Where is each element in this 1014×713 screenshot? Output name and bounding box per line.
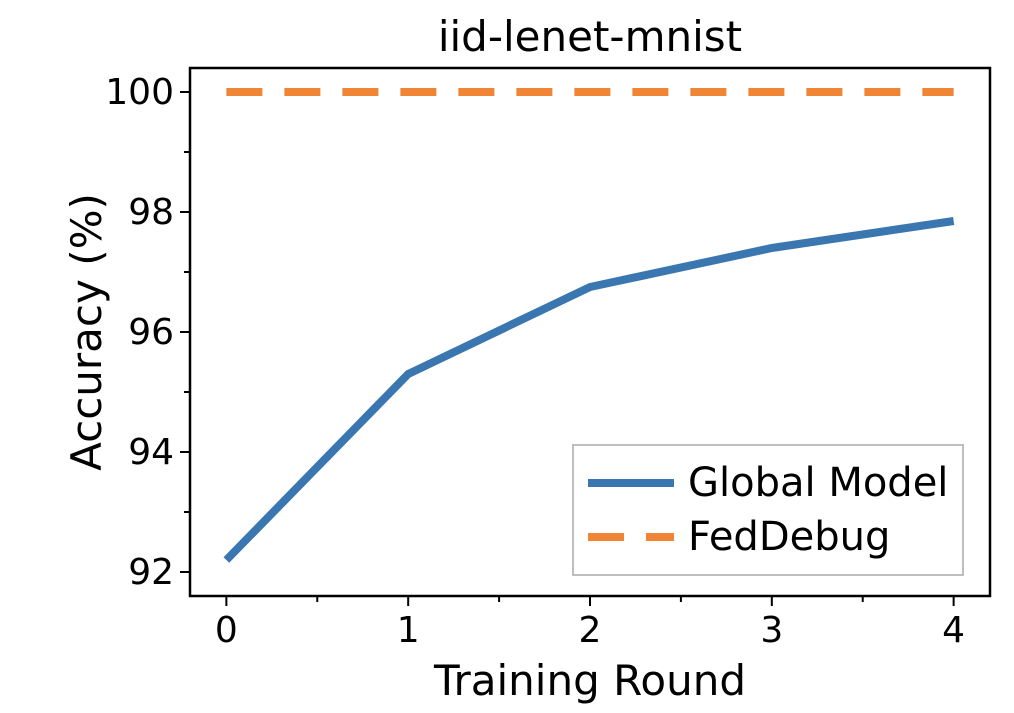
legend-label: Global Model — [688, 460, 948, 506]
legend-swatch — [588, 477, 674, 489]
legend-label: FedDebug — [688, 514, 890, 560]
legend: Global Model FedDebug — [572, 444, 964, 576]
x-tick-label: 0 — [186, 610, 266, 651]
y-tick-label: 98 — [128, 192, 174, 233]
y-tick-label: 100 — [105, 72, 174, 113]
x-axis-label: Training Round — [190, 656, 990, 705]
legend-item: Global Model — [588, 460, 948, 506]
y-tick-label: 94 — [128, 432, 174, 473]
y-axis-label: Accuracy (%) — [62, 68, 104, 596]
legend-item: FedDebug — [588, 514, 948, 560]
x-tick-label: 2 — [550, 610, 630, 651]
x-tick-label: 4 — [914, 610, 994, 651]
legend-swatch — [588, 531, 674, 543]
y-tick-label: 96 — [128, 312, 174, 353]
y-tick-label: 92 — [128, 552, 174, 593]
x-tick-label: 3 — [732, 610, 812, 651]
x-tick-label: 1 — [368, 610, 448, 651]
figure: iid-lenet-mnist Accuracy (%) Training Ro… — [0, 0, 1014, 713]
